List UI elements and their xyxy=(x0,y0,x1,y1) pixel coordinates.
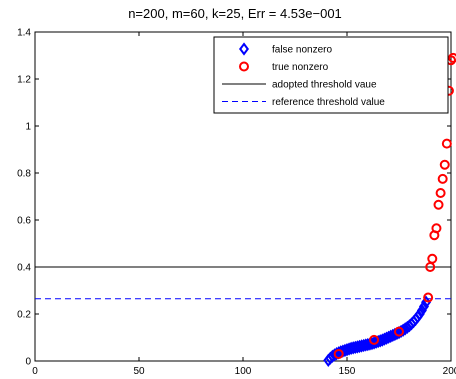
true-nonzero-point xyxy=(427,253,438,264)
legend-label: reference threshold value xyxy=(272,97,385,108)
data-points xyxy=(323,52,456,367)
y-tick-label: 1 xyxy=(25,122,31,133)
y-tick-label: 0.8 xyxy=(17,169,31,180)
true-nonzero-point xyxy=(423,292,434,303)
y-tick-label: 0 xyxy=(25,357,31,368)
x-tick-label: 50 xyxy=(133,366,145,377)
x-tick-label: 0 xyxy=(32,366,38,377)
y-tick-label: 0.2 xyxy=(17,310,31,321)
x-tick-label: 150 xyxy=(339,366,356,377)
chart-title: n=200, m=60, k=25, Err = 4.53e−001 xyxy=(128,6,342,21)
false-nonzero-point xyxy=(412,310,423,324)
y-tick-label: 0.4 xyxy=(17,263,31,274)
x-tick-label: 100 xyxy=(235,366,252,377)
threshold-lines xyxy=(35,266,451,300)
false-nonzero-point xyxy=(416,303,427,318)
true-nonzero-point xyxy=(433,199,444,210)
false-nonzero-point xyxy=(414,307,425,321)
true-nonzero-point xyxy=(437,173,448,184)
legend-label: true nonzero xyxy=(272,62,329,73)
false-nonzero-point xyxy=(418,299,429,314)
axes: 0 50 100 150 200 0 0.2 0.4 0.6 0.8 1 1.2 1.4 xyxy=(17,28,456,378)
y-tick-label: 1.4 xyxy=(17,28,31,39)
y-tick-label: 1.2 xyxy=(17,75,31,86)
legend: false nonzero true nonzero adopted thresho… xyxy=(213,36,449,114)
legend-label: false nonzero xyxy=(272,45,332,56)
true-nonzero-point xyxy=(369,334,380,345)
legend-label: adopted threshold vaue xyxy=(272,80,377,91)
legend-diamond-marker xyxy=(239,42,249,56)
true-nonzero-point xyxy=(448,52,456,63)
true-nonzero-point xyxy=(333,348,344,359)
x-tick-label: 200 xyxy=(443,366,456,377)
y-tick-label: 0.6 xyxy=(17,216,31,227)
legend-box xyxy=(213,36,449,114)
true-nonzero-point xyxy=(441,138,452,149)
true-nonzero-point xyxy=(394,326,404,337)
legend-circle-marker xyxy=(239,61,249,72)
true-nonzero-point xyxy=(439,159,450,170)
true-nonzero-point xyxy=(431,223,442,234)
true-nonzero-point xyxy=(435,187,446,198)
